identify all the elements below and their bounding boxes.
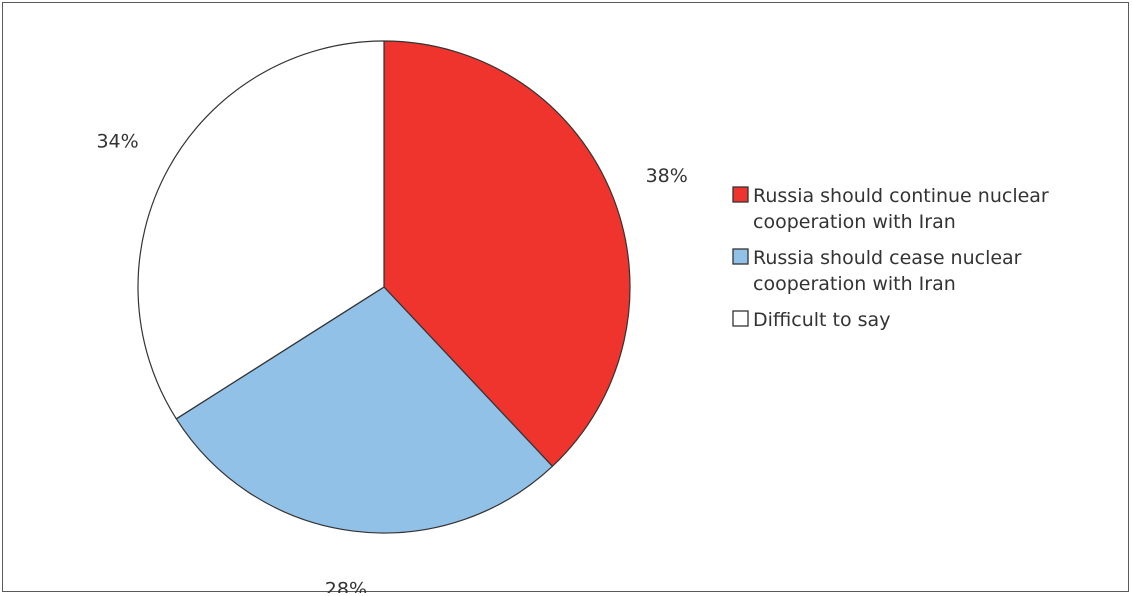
- legend-item-2: Russia should cease nuclear cooperation w…: [732, 247, 1022, 295]
- slice-label-1: 38%: [646, 165, 688, 187]
- legend-swatch-3: [732, 310, 749, 327]
- legend-label-2: Russia should cease nuclear cooperation w…: [753, 247, 1022, 295]
- legend: Russia should continue nuclear cooperatio…: [732, 185, 1049, 331]
- legend-item-3: Difficult to say: [732, 309, 890, 331]
- legend-item-1: Russia should continue nuclear cooperatio…: [732, 185, 1049, 233]
- legend-swatch-2: [732, 248, 749, 265]
- pie-slice-2: [175, 286, 553, 534]
- pie-chart: 38% 28% 34% Russia should continue nuclear…: [96, 40, 1049, 594]
- pie-labels: 38% 28% 34%: [96, 131, 687, 594]
- pie-slice-3: [137, 40, 385, 420]
- pie-slices: [137, 40, 631, 534]
- legend-swatch-1: [732, 186, 749, 203]
- legend-label-1: Russia should continue nuclear cooperatio…: [753, 185, 1049, 233]
- legend-label-3: Difficult to say: [753, 309, 890, 331]
- pie-slice-1: [383, 40, 631, 467]
- slice-label-3: 34%: [96, 131, 138, 153]
- slice-label-2: 28%: [325, 579, 367, 593]
